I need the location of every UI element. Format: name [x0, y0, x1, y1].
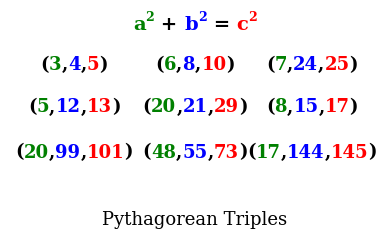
Text: a: a [133, 16, 145, 34]
Text: (: ( [247, 144, 256, 162]
Text: 144: 144 [287, 144, 324, 162]
Text: ): ) [349, 98, 358, 116]
Text: ): ) [226, 56, 235, 74]
Text: ,: , [318, 56, 324, 74]
Text: b: b [184, 16, 198, 34]
Text: 21: 21 [183, 98, 207, 116]
Text: (: ( [143, 144, 151, 162]
Text: ,: , [287, 56, 293, 74]
Text: 10: 10 [201, 56, 226, 74]
Text: ,: , [208, 144, 214, 162]
Text: ,: , [318, 98, 324, 116]
Text: 145: 145 [331, 144, 369, 162]
Text: ,: , [49, 144, 55, 162]
Text: 25: 25 [324, 56, 349, 74]
Text: c: c [237, 16, 248, 34]
Text: (: ( [143, 98, 151, 116]
Text: ,: , [287, 98, 293, 116]
Text: 17: 17 [256, 144, 281, 162]
Text: 2: 2 [198, 11, 207, 24]
Text: ,: , [324, 144, 331, 162]
Text: 13: 13 [87, 98, 112, 116]
Text: 3: 3 [49, 56, 62, 74]
Text: ): ) [124, 144, 133, 162]
Text: ,: , [80, 144, 87, 162]
Text: 8: 8 [183, 56, 195, 74]
Text: ,: , [80, 98, 87, 116]
Text: ,: , [176, 98, 183, 116]
Text: 17: 17 [324, 98, 349, 116]
Text: 20: 20 [24, 144, 49, 162]
Text: 24: 24 [293, 56, 318, 74]
Text: 5: 5 [37, 98, 49, 116]
Text: ,: , [62, 56, 68, 74]
Text: ,: , [176, 144, 183, 162]
Text: Pythagorean Triples: Pythagorean Triples [103, 211, 287, 229]
Text: 7: 7 [275, 56, 287, 74]
Text: (: ( [266, 98, 275, 116]
Text: 29: 29 [214, 98, 239, 116]
Text: 5: 5 [87, 56, 99, 74]
Text: ): ) [112, 98, 120, 116]
Text: 73: 73 [214, 144, 239, 162]
Text: 8: 8 [275, 98, 287, 116]
Text: ,: , [80, 56, 87, 74]
Text: 20: 20 [151, 98, 176, 116]
Text: 101: 101 [87, 144, 124, 162]
Text: (: ( [41, 56, 49, 74]
Text: 48: 48 [151, 144, 176, 162]
Text: 2: 2 [248, 11, 257, 24]
Text: ,: , [281, 144, 287, 162]
Text: ): ) [239, 98, 247, 116]
Text: ,: , [207, 98, 214, 116]
Text: 55: 55 [183, 144, 208, 162]
Text: 12: 12 [55, 98, 80, 116]
Text: ): ) [369, 144, 377, 162]
Text: ,: , [49, 98, 55, 116]
Text: 15: 15 [293, 98, 318, 116]
Text: 6: 6 [164, 56, 176, 74]
Text: (: ( [266, 56, 275, 74]
Text: (: ( [28, 98, 37, 116]
Text: (: ( [16, 144, 24, 162]
Text: =: = [207, 16, 237, 34]
Text: 99: 99 [55, 144, 80, 162]
Text: 2: 2 [145, 11, 154, 24]
Text: +: + [154, 16, 184, 34]
Text: ): ) [99, 56, 108, 74]
Text: ): ) [349, 56, 358, 74]
Text: ): ) [239, 144, 247, 162]
Text: ,: , [195, 56, 201, 74]
Text: (: ( [155, 56, 164, 74]
Text: ,: , [176, 56, 183, 74]
Text: 4: 4 [68, 56, 80, 74]
